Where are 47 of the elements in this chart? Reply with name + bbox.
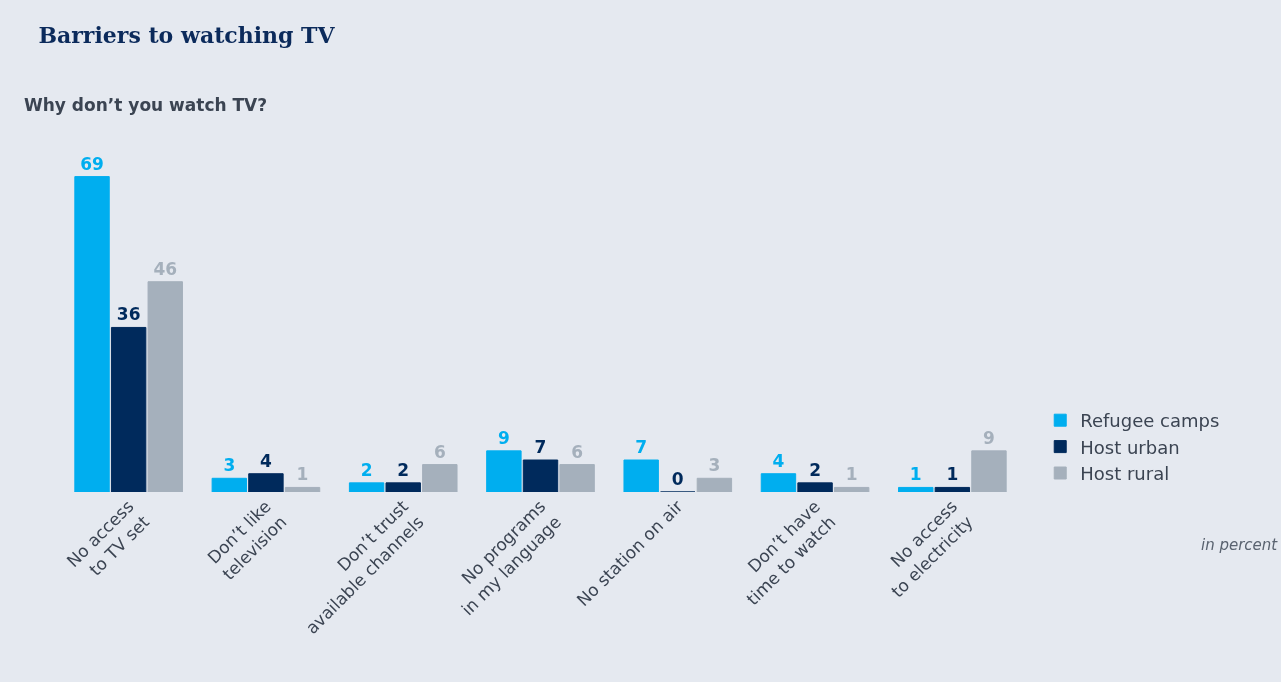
bar <box>833 486 870 492</box>
bar <box>110 326 147 492</box>
bar <box>559 464 595 492</box>
data-label: 4 <box>772 450 785 471</box>
bar <box>696 477 733 492</box>
text: in percent <box>1201 536 1279 554</box>
legend-label: Host rural <box>1080 463 1170 485</box>
bar <box>934 486 971 492</box>
data-label: 3 <box>708 455 721 476</box>
legend-label: Refugee camps <box>1080 410 1220 432</box>
data-label: 2 <box>809 459 821 480</box>
data-label: 4 <box>259 450 272 471</box>
chart-subtitle: Why don’t you watch TV? <box>24 95 268 115</box>
data-label: 3 <box>223 455 236 476</box>
data-label: 1 <box>946 464 959 485</box>
data-label: 1 <box>296 464 309 485</box>
data-label: 6 <box>571 441 584 462</box>
data-label: 69 <box>80 153 104 174</box>
bar <box>760 473 797 492</box>
bar <box>385 482 421 492</box>
chart-title: Barriers to watching TV <box>38 21 336 48</box>
bar <box>971 450 1007 492</box>
legend-label: Host urban <box>1080 436 1180 458</box>
data-label: 1 <box>845 464 858 485</box>
data-label: 36 <box>116 304 141 325</box>
data-label: 6 <box>433 441 446 462</box>
bar <box>74 176 110 492</box>
bar <box>284 486 321 492</box>
data-label: 9 <box>983 427 995 448</box>
data-label: 7 <box>635 437 648 457</box>
data-label: 2 <box>360 459 373 480</box>
bar <box>797 482 833 492</box>
bar <box>898 486 934 492</box>
data-label: 2 <box>397 459 410 480</box>
bar <box>522 459 559 492</box>
bar <box>422 464 458 492</box>
bar <box>348 482 385 492</box>
bar <box>211 477 248 492</box>
data-label: 9 <box>497 427 510 448</box>
data-label: 1 <box>909 464 922 485</box>
bar <box>248 473 284 492</box>
bar <box>623 459 659 492</box>
data-label: 46 <box>153 258 178 279</box>
bar <box>147 281 183 492</box>
bar <box>486 450 522 492</box>
data-label: 7 <box>534 437 547 457</box>
data-label: 0 <box>671 469 684 489</box>
